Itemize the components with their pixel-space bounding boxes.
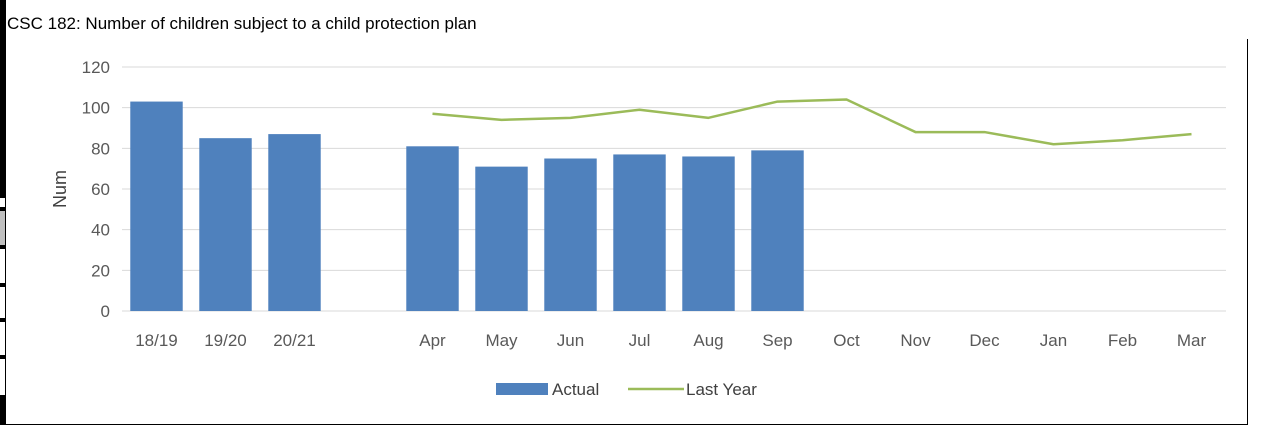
- x-tick-label: Jan: [1040, 331, 1067, 350]
- left-frame: [0, 0, 6, 425]
- x-tick-label: Oct: [833, 331, 860, 350]
- bar: [406, 146, 459, 311]
- y-tick-label: 100: [82, 99, 110, 118]
- legend-label: Last Year: [686, 380, 757, 399]
- y-axis-title: Num: [50, 170, 70, 208]
- frame-segment: [0, 283, 6, 287]
- frame-segment: [0, 318, 6, 322]
- y-tick-label: 60: [91, 180, 110, 199]
- legend-label: Actual: [552, 380, 599, 399]
- x-tick-label: Jun: [557, 331, 584, 350]
- y-tick-label: 80: [91, 139, 110, 158]
- x-tick-label: May: [485, 331, 518, 350]
- x-tick-label: Mar: [1177, 331, 1207, 350]
- frame-segment: [0, 395, 6, 425]
- bar: [682, 156, 735, 311]
- legend-swatch-bar: [496, 383, 548, 395]
- x-tick-label: 18/19: [135, 331, 178, 350]
- frame-segment: [0, 207, 6, 211]
- y-tick-label: 0: [101, 302, 110, 321]
- bar: [130, 101, 183, 311]
- bar: [613, 154, 666, 311]
- x-tick-label: Aug: [693, 331, 723, 350]
- chart-title: CSC 182: Number of children subject to a…: [7, 14, 477, 33]
- x-tick-label: 20/21: [273, 331, 316, 350]
- y-tick-label: 120: [82, 58, 110, 77]
- bar: [544, 158, 597, 311]
- bar: [751, 150, 804, 311]
- x-tick-label: Sep: [762, 331, 792, 350]
- y-tick-label: 40: [91, 221, 110, 240]
- y-tick-label: 20: [91, 261, 110, 280]
- x-tick-label: Nov: [900, 331, 931, 350]
- x-tick-label: Jul: [629, 331, 651, 350]
- x-tick-label: Apr: [419, 331, 446, 350]
- frame-segment: [0, 0, 6, 198]
- x-tick-label: Feb: [1108, 331, 1137, 350]
- frame-segment: [0, 245, 6, 249]
- frame-segment-grey: [0, 211, 6, 245]
- frame-segment: [0, 355, 6, 359]
- bar: [268, 134, 321, 311]
- bar: [199, 138, 252, 311]
- x-tick-label: 19/20: [204, 331, 247, 350]
- bar: [475, 166, 528, 311]
- x-tick-label: Dec: [969, 331, 1000, 350]
- series-line: [432, 98, 1192, 146]
